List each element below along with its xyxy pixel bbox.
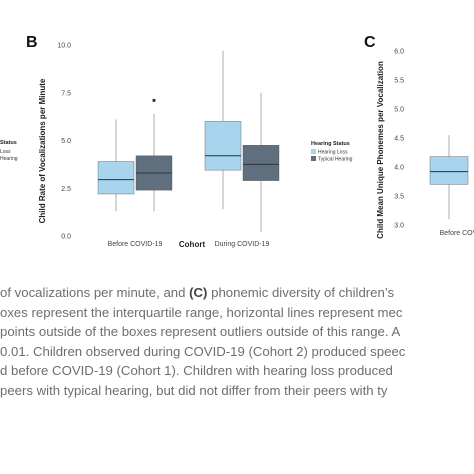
left-legend-title: Status bbox=[0, 140, 17, 146]
panel-b-letter: B bbox=[26, 34, 38, 51]
legend-label-hearing-loss: Hearing Loss bbox=[318, 150, 348, 156]
panel-c-x-ticks: Before COVID-19 bbox=[440, 230, 474, 237]
panel-b-y-tick-label: 7.5 bbox=[61, 90, 71, 97]
panel-c-y-tick-label: 3.5 bbox=[394, 194, 404, 201]
panel-b-box-hearing-loss bbox=[97, 119, 135, 212]
iqr-box bbox=[429, 156, 469, 185]
panel-c-y-tick-label: 6.0 bbox=[394, 49, 404, 56]
panel-b-box-hearing-loss bbox=[204, 50, 242, 210]
panel-b-box-typical-hearing bbox=[135, 98, 173, 212]
panel-b-x-tick-label: Before COVID-19 bbox=[108, 241, 163, 248]
left-legend-fragment: Status Loss Hearing bbox=[0, 140, 18, 162]
panel-c-boxes bbox=[429, 135, 469, 220]
caption-text: peers with typical hearing, but did not … bbox=[0, 382, 388, 398]
panel-b-legend-title: Hearing Status bbox=[311, 141, 350, 147]
caption-line: points outside of the boxes represent ou… bbox=[0, 322, 474, 342]
outlier-point bbox=[152, 98, 156, 102]
caption-panel-ref: (C) bbox=[189, 285, 208, 300]
caption-text: 0.01. Children observed during COVID-19 … bbox=[0, 343, 406, 359]
legend-swatch-hearing-loss bbox=[311, 149, 316, 154]
figure-caption: of vocalizations per minute, and (C) pho… bbox=[0, 283, 474, 400]
panel-b: B Child Rate of Vocalizations per Minute… bbox=[26, 34, 353, 249]
panel-b-y-axis-title: Child Rate of Vocalizations per Minute bbox=[38, 78, 47, 223]
panel-b-boxes bbox=[97, 50, 280, 233]
panel-c-box-hearing-loss bbox=[429, 135, 469, 220]
panel-b-x-axis-title: Cohort bbox=[179, 240, 206, 249]
caption-line: oxes represent the interquartile range, … bbox=[0, 303, 474, 323]
panel-c-y-tick-label: 5.5 bbox=[394, 78, 404, 85]
panel-b-legend: Hearing Status Hearing Loss Typical Hear… bbox=[311, 141, 353, 163]
iqr-box bbox=[204, 121, 242, 171]
caption-line: d before COVID-19 (Cohort 1). Children w… bbox=[0, 361, 474, 381]
panel-b-x-ticks: Before COVID-19 During COVID-19 bbox=[108, 241, 270, 248]
figure: Status Loss Hearing B Child Rate of Voca… bbox=[0, 34, 474, 249]
panel-b-y-ticks: 0.0 2.5 5.0 7.5 10.0 bbox=[57, 43, 71, 241]
panel-b-box-typical-hearing bbox=[242, 92, 280, 233]
caption-text: points outside of the boxes represent ou… bbox=[0, 324, 401, 339]
panel-c-x-tick-label: Before COVID-19 bbox=[440, 230, 474, 237]
left-legend-label-2: Hearing bbox=[0, 156, 18, 162]
panel-b-y-tick-label: 5.0 bbox=[61, 138, 71, 145]
panel-c-y-tick-label: 5.0 bbox=[394, 107, 404, 114]
caption-text: phonemic diversity of children’s bbox=[207, 285, 395, 300]
panel-c-y-ticks: 3.0 3.5 4.0 4.5 5.0 5.5 6.0 bbox=[394, 49, 404, 230]
panel-b-y-tick-label: 2.5 bbox=[61, 186, 71, 193]
legend-swatch-typical-hearing bbox=[311, 156, 316, 161]
legend-label-typical-hearing: Typical Hearing bbox=[318, 157, 353, 163]
caption-text: of vocalizations per minute, and bbox=[0, 285, 190, 300]
panel-c: C Child Mean Unique Phonemes per Vocaliz… bbox=[364, 34, 474, 239]
caption-line: 0.01. Children observed during COVID-19 … bbox=[0, 342, 474, 362]
panel-b-x-tick-label: During COVID-19 bbox=[215, 241, 270, 248]
panel-c-y-axis-title: Child Mean Unique Phonemes per Vocalizat… bbox=[376, 61, 385, 239]
panel-b-y-tick-label: 10.0 bbox=[57, 43, 71, 50]
panel-c-y-tick-label: 4.0 bbox=[394, 165, 404, 172]
iqr-box bbox=[242, 145, 280, 181]
caption-text: oxes represent the interquartile range, … bbox=[0, 304, 403, 320]
iqr-box bbox=[97, 161, 135, 195]
caption-line: peers with typical hearing, but did not … bbox=[0, 381, 474, 401]
panel-b-y-tick-label: 0.0 bbox=[61, 234, 71, 241]
left-legend-label-1: Loss bbox=[0, 149, 11, 155]
panel-c-letter: C bbox=[364, 34, 376, 51]
caption-line: of vocalizations per minute, and (C) pho… bbox=[0, 283, 474, 303]
caption-text: d before COVID-19 (Cohort 1). Children w… bbox=[0, 363, 393, 378]
panel-c-y-tick-label: 4.5 bbox=[394, 136, 404, 143]
panel-c-y-tick-label: 3.0 bbox=[394, 223, 404, 230]
